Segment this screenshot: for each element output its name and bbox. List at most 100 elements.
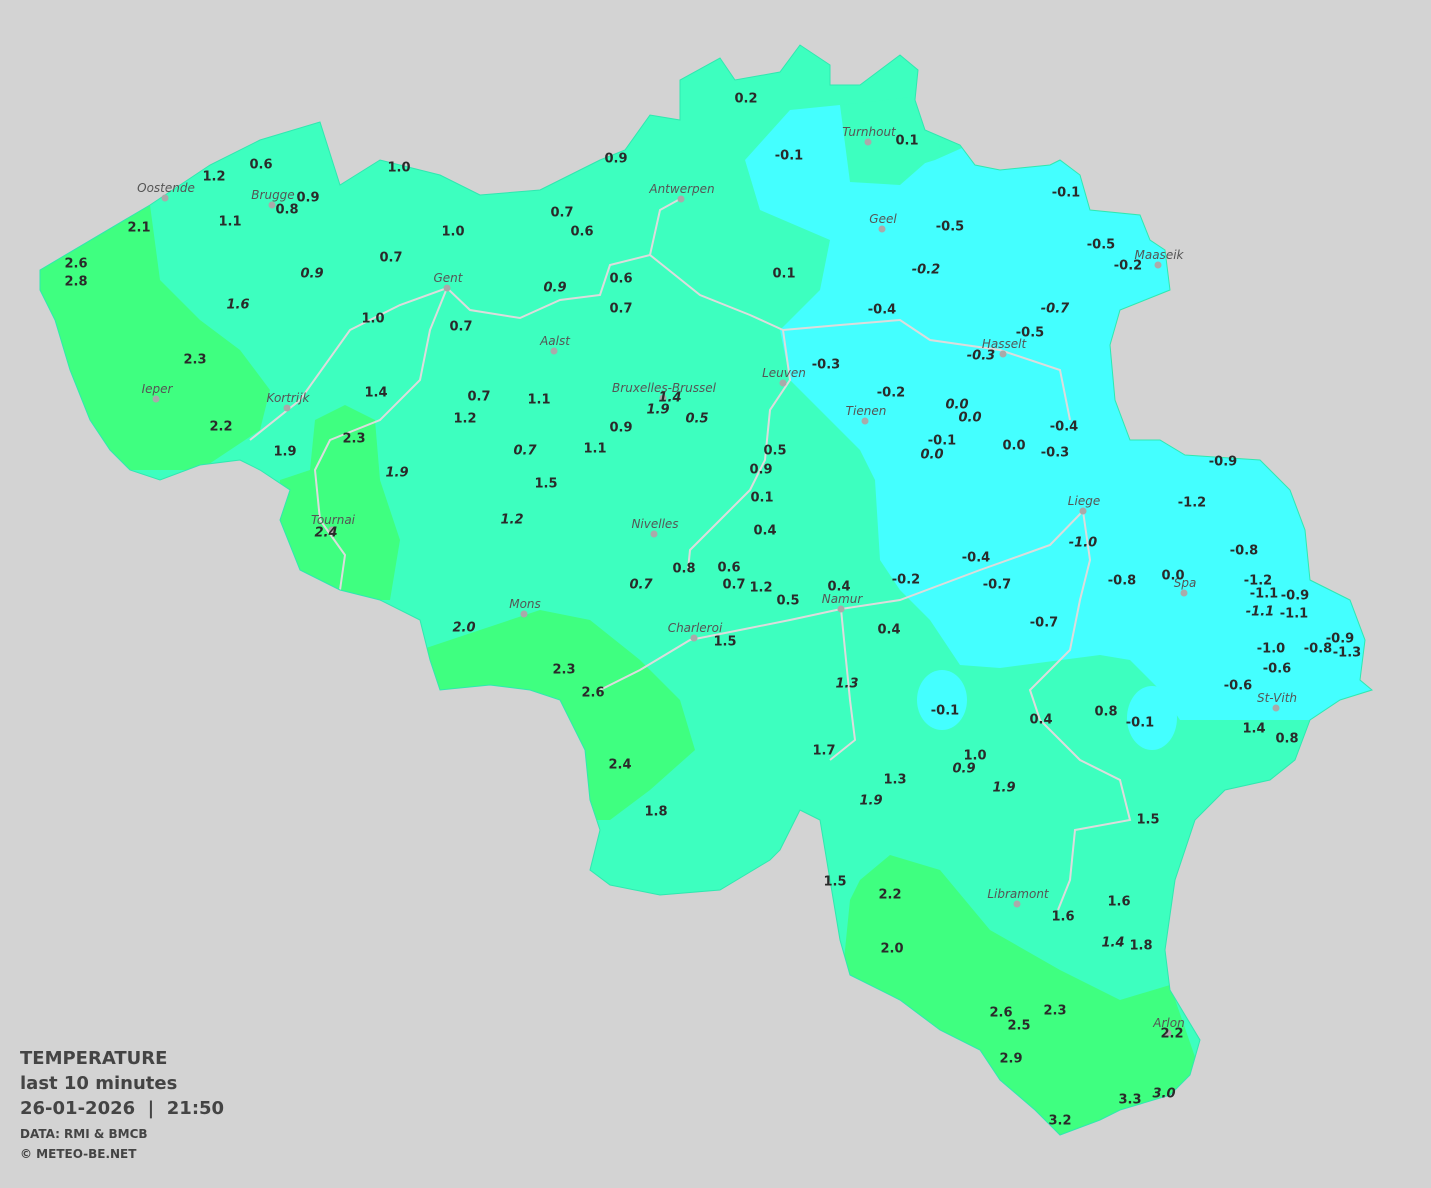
city-label: Nivelles (631, 517, 678, 531)
city-label: Oostende (137, 181, 195, 195)
temperature-reading: 0.9 (609, 421, 632, 436)
temperature-reading: 1.9 (273, 445, 296, 460)
temperature-reading: 1.2 (453, 412, 476, 427)
temperature-reading: 1.9 (859, 794, 882, 809)
temperature-reading: 0.8 (1275, 732, 1298, 747)
temperature-reading: 0.6 (570, 225, 593, 240)
temperature-reading: 1.4 (1101, 936, 1124, 951)
temperature-reading: 0.4 (827, 580, 850, 595)
temperature-reading: 0.1 (772, 267, 795, 282)
temperature-reading: 1.9 (646, 403, 669, 418)
temperature-reading: -0.4 (962, 551, 990, 566)
temperature-reading: 0.5 (763, 444, 786, 459)
legend-subtitle: last 10 minutes (20, 1073, 177, 1094)
legend-title: TEMPERATURE (20, 1048, 167, 1069)
temperature-reading: 0.9 (749, 463, 772, 478)
temperature-reading: -0.8 (1230, 544, 1258, 559)
city-dot (1272, 704, 1280, 712)
temperature-reading: 2.5 (1007, 1019, 1030, 1034)
city-label: Mons (509, 597, 541, 611)
temperature-reading: 0.1 (895, 134, 918, 149)
city-dot (861, 417, 869, 425)
city-dot (690, 634, 698, 642)
temperature-reading: 2.9 (999, 1052, 1022, 1067)
temperature-reading: 2.2 (209, 420, 232, 435)
temperature-reading: -0.5 (1016, 326, 1044, 341)
temperature-reading: -0.1 (775, 149, 803, 164)
city-label: Libramont (987, 887, 1050, 901)
temperature-reading: -0.1 (931, 704, 959, 719)
temperature-reading: 0.1 (750, 491, 773, 506)
temperature-reading: -0.3 (1041, 446, 1069, 461)
temperature-reading: -1.1 (1246, 605, 1274, 620)
city-dot (659, 394, 667, 402)
temperature-reading: -1.2 (1178, 496, 1206, 511)
city-dot (1079, 507, 1087, 515)
temperature-reading: 1.0 (387, 161, 410, 176)
temperature-reading: 1.6 (1107, 895, 1130, 910)
temperature-reading: 0.7 (609, 302, 632, 317)
temperature-reading: -0.9 (1209, 455, 1237, 470)
legend-copyright: © METEO-BE.NET (20, 1147, 137, 1161)
temperature-reading: 1.1 (218, 215, 241, 230)
temperature-reading: 1.5 (713, 635, 736, 650)
temperature-reading: 0.4 (753, 524, 776, 539)
temperature-reading: -0.4 (868, 303, 896, 318)
temperature-reading: -0.8 (1304, 642, 1332, 657)
city-dot (837, 605, 845, 613)
temperature-reading: -0.9 (1281, 589, 1309, 604)
temperature-reading: 0.8 (672, 562, 695, 577)
temperature-reading: 0.7 (379, 251, 402, 266)
temperature-reading: 0.7 (550, 206, 573, 221)
temperature-reading: -0.2 (877, 386, 905, 401)
temperature-reading: -0.7 (983, 578, 1011, 593)
temperature-reading: 0.0 (1161, 569, 1184, 584)
temperature-reading: 1.5 (534, 477, 557, 492)
temperature-reading: 1.0 (963, 749, 986, 764)
city-label: Leuven (762, 366, 806, 380)
city-label: Ieper (142, 382, 174, 396)
temperature-reading: 2.2 (1160, 1027, 1183, 1042)
temperature-reading: 1.2 (500, 513, 523, 528)
city-label: Antwerpen (648, 182, 714, 196)
city-dot (443, 284, 451, 292)
temperature-reading: 2.4 (608, 758, 631, 773)
temperature-reading: 1.5 (823, 875, 846, 890)
city-dot (650, 530, 658, 538)
temperature-reading: -0.6 (1263, 662, 1291, 677)
temperature-reading: -1.0 (1257, 642, 1285, 657)
temperature-reading: 2.3 (183, 353, 206, 368)
city-dot (779, 379, 787, 387)
city-label: Gent (434, 271, 464, 285)
temperature-reading: -0.5 (1087, 238, 1115, 253)
legend-source: DATA: RMI & BMCB (20, 1127, 148, 1141)
temperature-reading: 0.8 (1094, 705, 1117, 720)
temperature-reading: 2.6 (64, 257, 87, 272)
temperature-reading: 0.5 (776, 594, 799, 609)
temperature-reading: 0.0 (920, 448, 943, 463)
temperature-reading: 2.4 (314, 526, 337, 541)
temperature-reading: -0.2 (1114, 259, 1142, 274)
temperature-reading: 0.7 (513, 444, 537, 459)
temperature-reading: 0.9 (543, 281, 566, 296)
temperature-reading: 0.7 (722, 578, 745, 593)
temperature-reading: -0.3 (967, 349, 995, 364)
city-label: Tienen (846, 404, 887, 418)
temperature-reading: 0.5 (685, 412, 708, 427)
city-dot (677, 195, 685, 203)
temperature-reading: 1.6 (1051, 910, 1074, 925)
temperature-reading: 1.8 (1129, 939, 1152, 954)
temperature-reading: -0.4 (1050, 420, 1078, 435)
temperature-reading: 0.7 (629, 578, 653, 593)
temperature-reading: 3.0 (1152, 1087, 1175, 1102)
city-label: Charleroi (668, 621, 723, 635)
temperature-reading: 1.9 (992, 781, 1015, 796)
temperature-reading: 1.4 (658, 391, 681, 406)
temperature-reading: 3.3 (1118, 1093, 1141, 1108)
city-dot (1154, 261, 1162, 269)
temperature-reading: 1.6 (226, 298, 249, 313)
temperature-reading: 1.9 (385, 466, 408, 481)
temperature-reading: -0.1 (1126, 716, 1154, 731)
temperature-reading: 0.8 (275, 203, 298, 218)
